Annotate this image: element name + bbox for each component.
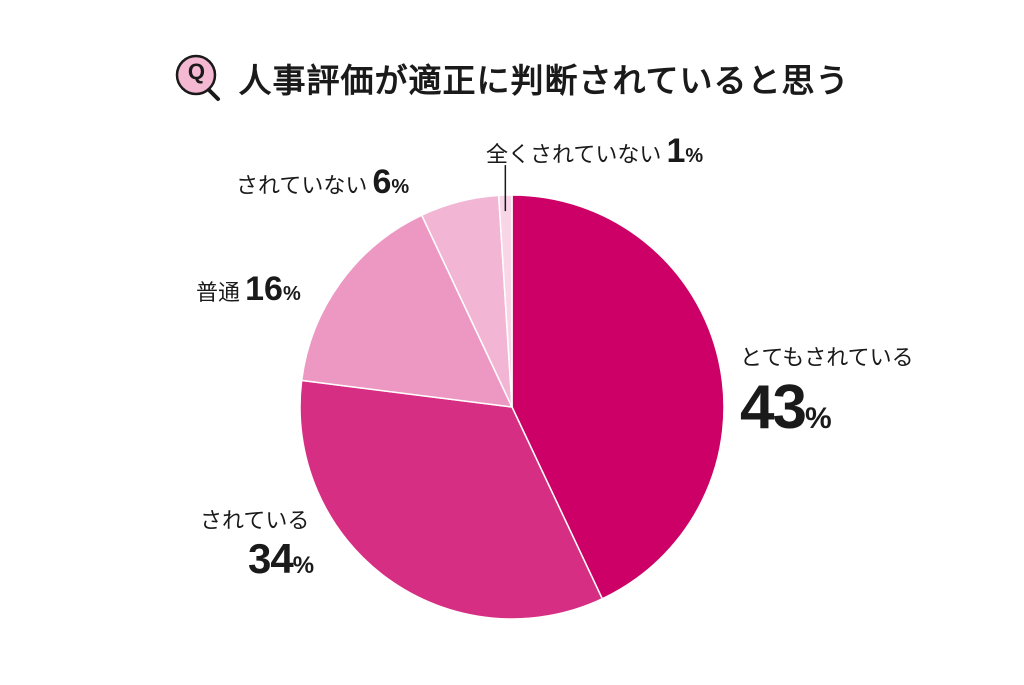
slice-label-name: されている	[200, 509, 310, 534]
slice-label-name: とてもされている	[740, 346, 914, 371]
slice-label-very-much: とてもされている 43%	[740, 340, 914, 443]
slice-label-value: 43	[740, 373, 807, 442]
slice-label-name: 普通	[196, 281, 241, 306]
slice-label-value: 1	[666, 132, 686, 170]
slice-label-somewhat: されている 34%	[200, 503, 314, 583]
percent-sign: %	[804, 402, 832, 435]
percent-sign: %	[391, 176, 410, 198]
slice-label-name: 全くされていない	[486, 143, 662, 168]
slice-label-neutral: 普通 16%	[196, 270, 301, 309]
slice-neutral	[300, 214, 514, 408]
chart-title: 人事評価が適正に判断されていると思う	[238, 61, 850, 100]
slice-label-name: されていない	[236, 174, 368, 199]
percent-sign: %	[685, 145, 704, 167]
slice-label-value: 16	[245, 270, 283, 308]
slice-somewhat	[299, 379, 604, 620]
magnifier-icon	[176, 54, 221, 101]
slice-label-value: 34	[248, 535, 294, 582]
slice-very-much	[511, 194, 725, 600]
slice-label-not-really: されていない 6%	[236, 163, 409, 202]
question-badge-letter: Q	[187, 59, 206, 84]
percent-sign: %	[282, 283, 301, 305]
slice-label-not-at-all: 全くされていない 1%	[486, 132, 703, 171]
title-row: Q 人事評価が適正に判断されていると思う	[0, 46, 1024, 110]
slice-label-value: 6	[372, 163, 392, 201]
question-badge-icon: Q	[174, 53, 224, 103]
percent-sign: %	[292, 552, 315, 579]
